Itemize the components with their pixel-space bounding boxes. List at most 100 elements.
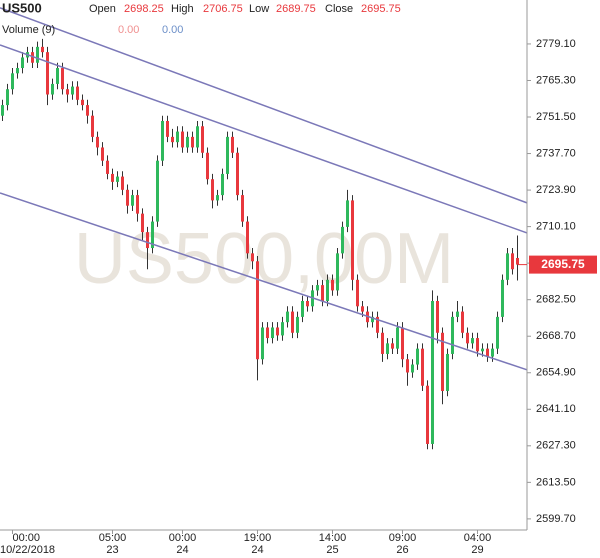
candle-body bbox=[486, 348, 489, 357]
candle-body bbox=[351, 200, 354, 280]
open-value: 2698.25 bbox=[124, 3, 164, 15]
trend-line bbox=[0, 192, 528, 371]
candle-body bbox=[326, 279, 329, 302]
candle-body bbox=[166, 120, 169, 137]
candle-body bbox=[321, 285, 324, 302]
candle-body bbox=[191, 136, 194, 148]
x-tick-label: 00:00 bbox=[13, 532, 41, 544]
candle-body bbox=[431, 301, 434, 444]
candle-body bbox=[361, 306, 364, 312]
candle-body bbox=[61, 68, 64, 90]
y-tick-label: 2765.30 bbox=[536, 74, 576, 86]
candle-body bbox=[136, 195, 139, 214]
y-tick-label: 2599.70 bbox=[536, 513, 576, 525]
candle-body bbox=[266, 327, 269, 339]
trend-line bbox=[0, 44, 528, 234]
candle-body bbox=[116, 176, 119, 182]
candle-body bbox=[86, 105, 89, 116]
candle-body bbox=[111, 173, 114, 182]
y-tick-label: 2751.50 bbox=[536, 111, 576, 123]
y-tick-label: 2668.70 bbox=[536, 330, 576, 342]
candle-body bbox=[516, 257, 519, 265]
candle-body bbox=[441, 332, 444, 392]
x-date-label: 23 bbox=[106, 544, 118, 556]
x-date-label: 25 bbox=[326, 544, 338, 556]
trend-line bbox=[0, 7, 528, 204]
x-tick-label: 19:00 bbox=[244, 532, 272, 544]
candle-body bbox=[391, 343, 394, 349]
candle-body bbox=[131, 195, 134, 206]
candle-body bbox=[181, 131, 184, 148]
candle-body bbox=[101, 147, 104, 161]
x-date-label: 26 bbox=[396, 544, 408, 556]
candle-body bbox=[36, 46, 39, 63]
candle-body bbox=[126, 189, 129, 206]
candle-body bbox=[71, 86, 74, 95]
candle-body bbox=[211, 179, 214, 201]
open-label: Open bbox=[89, 3, 116, 15]
low-label: Low bbox=[249, 3, 269, 15]
y-tick-label: 2654.90 bbox=[536, 367, 576, 379]
candle-body bbox=[246, 221, 249, 254]
candle-body bbox=[241, 195, 244, 222]
candle-body bbox=[1, 105, 4, 116]
candle-body bbox=[56, 68, 59, 84]
candle-body bbox=[156, 160, 159, 222]
watermark: US500,00M bbox=[74, 219, 454, 299]
candle-body bbox=[421, 348, 424, 386]
candle-body bbox=[481, 348, 484, 352]
x-date-label: 29 bbox=[471, 544, 483, 556]
candle-body bbox=[141, 213, 144, 233]
candle-body bbox=[496, 316, 499, 349]
close-value: 2695.75 bbox=[361, 3, 401, 15]
candle-body bbox=[261, 327, 264, 360]
candle-body bbox=[186, 136, 189, 148]
candle-body bbox=[446, 353, 449, 392]
candle-body bbox=[41, 46, 44, 53]
candle-body bbox=[306, 301, 309, 307]
candle-body bbox=[301, 301, 304, 317]
candle-body bbox=[316, 285, 319, 291]
candle-body bbox=[286, 311, 289, 323]
high-label: High bbox=[171, 3, 194, 15]
candle-body bbox=[81, 99, 84, 106]
candle-body bbox=[66, 89, 69, 95]
candle-body bbox=[381, 332, 384, 354]
candle-body bbox=[201, 126, 204, 153]
candle-body bbox=[176, 131, 179, 143]
candle-body bbox=[436, 301, 439, 333]
candle-body bbox=[96, 136, 99, 148]
x-date-label: 24 bbox=[251, 544, 263, 556]
last-price-box bbox=[529, 255, 597, 274]
candle-body bbox=[466, 332, 469, 344]
candle-body bbox=[456, 311, 459, 317]
candle-body bbox=[256, 261, 259, 360]
candle-body bbox=[231, 136, 234, 153]
candle-body bbox=[236, 152, 239, 196]
candle-body bbox=[221, 173, 224, 196]
candle-body bbox=[506, 253, 509, 280]
low-value: 2689.75 bbox=[276, 3, 316, 15]
candle-body bbox=[51, 83, 54, 95]
candle-body bbox=[11, 73, 14, 90]
candle-body bbox=[461, 311, 464, 333]
y-tick-label: 2710.10 bbox=[536, 221, 576, 233]
last-price-label: 2695.75 bbox=[541, 257, 585, 271]
candle-body bbox=[206, 152, 209, 180]
candle-body bbox=[346, 200, 349, 227]
y-tick-label: 2641.10 bbox=[536, 403, 576, 415]
candle-body bbox=[291, 311, 294, 333]
candle-body bbox=[106, 160, 109, 174]
candle-body bbox=[296, 316, 299, 333]
candle-body bbox=[371, 316, 374, 323]
volume-value: 0.00 bbox=[118, 24, 139, 36]
candle-body bbox=[216, 195, 219, 201]
candle-body bbox=[491, 348, 494, 357]
symbol: US500 bbox=[2, 0, 42, 15]
x-tick-label: 00:00 bbox=[169, 532, 197, 544]
volume-value: 0.00 bbox=[162, 24, 183, 36]
candle-body bbox=[511, 253, 514, 270]
close-label: Close bbox=[325, 3, 353, 15]
candle-body bbox=[196, 126, 199, 148]
